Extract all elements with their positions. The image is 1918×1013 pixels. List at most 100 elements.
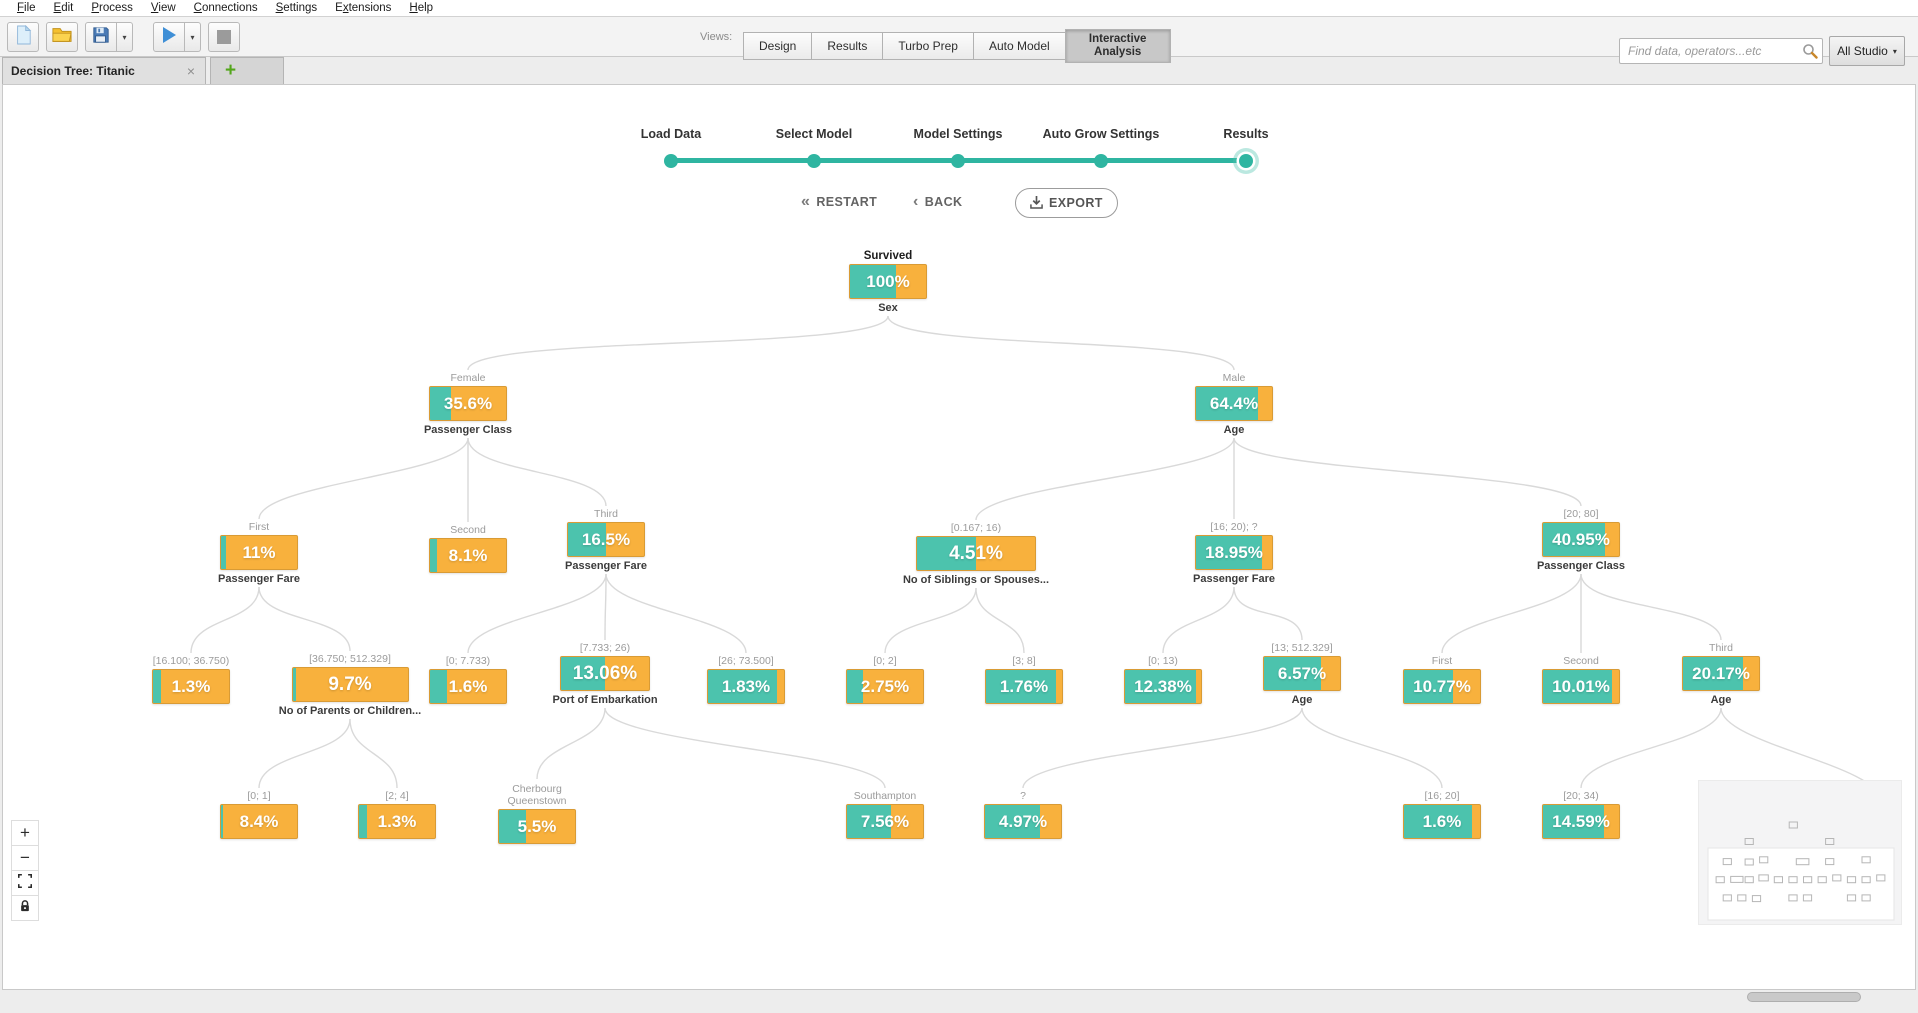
step-dot-model-settings[interactable] xyxy=(951,154,965,168)
step-dot-load-data[interactable] xyxy=(664,154,678,168)
node-split-fill xyxy=(1543,523,1606,556)
tree-node-a20_34[interactable]: [20; 34) 14.59% xyxy=(1542,790,1620,839)
open-process-button[interactable] xyxy=(46,22,78,52)
run-dropdown-button[interactable]: ▾ xyxy=(185,22,201,52)
tree-node-unknown[interactable]: ? 4.97% xyxy=(984,790,1062,839)
minimap-viewport[interactable] xyxy=(1707,847,1895,921)
restart-button[interactable]: « RESTART xyxy=(801,194,877,210)
tree-node-second_f[interactable]: Second 8.1% xyxy=(429,524,507,573)
node-box[interactable]: 1.3% xyxy=(358,804,436,839)
node-box[interactable]: 64.4% xyxy=(1195,386,1273,421)
new-process-button[interactable] xyxy=(7,22,39,52)
tree-node-sib0_2[interactable]: [0; 2] 2.75% xyxy=(846,655,924,704)
horizontal-scrollbar-thumb[interactable] xyxy=(1747,992,1861,1002)
tree-node-age_20_80[interactable]: [20; 80] 40.95% Passenger Class xyxy=(1537,508,1625,572)
tab-decision-tree-titanic[interactable]: Decision Tree: Titanic × xyxy=(2,57,206,84)
menu-item-file[interactable]: File xyxy=(17,2,36,14)
node-box[interactable]: 5.5% xyxy=(498,809,576,844)
back-button[interactable]: ‹ BACK xyxy=(913,194,962,210)
node-box[interactable]: 9.7% xyxy=(291,667,409,702)
tree-node-female[interactable]: Female 35.6% Passenger Class xyxy=(424,372,512,436)
tree-node-fare36_512[interactable]: [36.750; 512.329] 9.7% No of Parents or Ch… xyxy=(279,653,421,717)
node-box[interactable]: 8.4% xyxy=(220,804,298,839)
search-icon[interactable] xyxy=(1802,43,1818,59)
node-box[interactable]: 12.38% xyxy=(1124,669,1202,704)
node-box[interactable]: 100% xyxy=(849,264,927,299)
view-button-interactive-analysis[interactable]: Interactive Analysis xyxy=(1064,29,1171,63)
node-box[interactable]: 35.6% xyxy=(429,386,507,421)
node-box[interactable]: 8.1% xyxy=(429,538,507,573)
view-button-auto-model[interactable]: Auto Model xyxy=(972,32,1066,60)
menu-item-extensions[interactable]: Extensions xyxy=(335,2,392,14)
zoom-out-button[interactable]: − xyxy=(11,845,39,871)
export-button[interactable]: EXPORT xyxy=(1015,188,1118,218)
tree-node-southampton[interactable]: Southampton 7.56% xyxy=(846,790,924,839)
views-label: Views: xyxy=(700,31,733,43)
step-dot-select-model[interactable] xyxy=(807,154,821,168)
tree-node-fare7_26[interactable]: [7.733; 26) 13.06% Port of Embarkation xyxy=(552,642,657,706)
tree-node-first_f[interactable]: First 11% Passenger Fare xyxy=(218,521,300,585)
zoom-in-button[interactable]: + xyxy=(11,820,39,846)
menu-item-edit[interactable]: Edit xyxy=(53,2,74,14)
menu-item-process[interactable]: Process xyxy=(91,2,133,14)
tree-node-second_m[interactable]: Second 10.01% xyxy=(1542,655,1620,704)
node-box[interactable]: 2.75% xyxy=(846,669,924,704)
step-dot-results[interactable] xyxy=(1239,154,1253,168)
node-box[interactable]: 14.59% xyxy=(1542,804,1620,839)
tree-node-fare26_73[interactable]: [26; 73.500] 1.83% xyxy=(707,655,785,704)
save-dropdown-button[interactable]: ▾ xyxy=(117,22,133,52)
new-tab-button[interactable]: + xyxy=(210,57,284,84)
tree-node-fare16_36[interactable]: [16.100; 36.750) 1.3% xyxy=(152,655,230,704)
search-input[interactable] xyxy=(1619,38,1823,64)
node-box[interactable]: 10.01% xyxy=(1542,669,1620,704)
tree-node-third_m[interactable]: Third 20.17% Age xyxy=(1682,642,1760,706)
tree-node-sib3_8[interactable]: [3; 8] 1.76% xyxy=(985,655,1063,704)
search-scope-dropdown[interactable]: All Studio ▾ xyxy=(1829,36,1905,66)
tree-node-fare0_7[interactable]: [0; 7.733) 1.6% xyxy=(429,655,507,704)
menu-item-help[interactable]: Help xyxy=(409,2,434,14)
lock-view-button[interactable] xyxy=(11,895,39,921)
tree-node-age_16_20[interactable]: [16; 20); ? 18.95% Passenger Fare xyxy=(1193,521,1275,585)
node-box[interactable]: 18.95% xyxy=(1195,535,1273,570)
tree-node-pfare13_512[interactable]: [13; 512.329] 6.57% Age xyxy=(1263,642,1341,706)
tree-node-sib_0_16[interactable]: [0.167; 16) 4.51% No of Siblings or Spouse… xyxy=(903,522,1049,586)
stop-button[interactable] xyxy=(208,22,240,52)
close-icon[interactable]: × xyxy=(186,63,195,79)
run-button[interactable] xyxy=(153,22,185,52)
node-box[interactable]: 4.51% xyxy=(916,536,1036,571)
node-box[interactable]: 16.5% xyxy=(567,522,645,557)
node-attribute-label: Passenger Fare xyxy=(565,560,647,572)
menu-item-connections[interactable]: Connections xyxy=(193,2,258,14)
tree-node-a16_20[interactable]: [16; 20] 1.6% xyxy=(1403,790,1481,839)
node-box[interactable]: 1.76% xyxy=(985,669,1063,704)
tree-node-first_m[interactable]: First 10.77% xyxy=(1403,655,1481,704)
minimap[interactable] xyxy=(1698,780,1902,925)
node-box[interactable]: 7.56% xyxy=(846,804,924,839)
node-box[interactable]: 4.97% xyxy=(984,804,1062,839)
tree-node-par0_1[interactable]: [0; 1] 8.4% xyxy=(220,790,298,839)
node-box[interactable]: 40.95% xyxy=(1542,522,1620,557)
step-dot-auto-grow-settings[interactable] xyxy=(1094,154,1108,168)
tree-node-cher_queen[interactable]: Cherbourg Queenstown 5.5% xyxy=(498,783,576,844)
node-box[interactable]: 1.3% xyxy=(152,669,230,704)
tree-node-male[interactable]: Male 64.4% Age xyxy=(1195,372,1273,436)
node-box[interactable]: 1.6% xyxy=(429,669,507,704)
node-box[interactable]: 20.17% xyxy=(1682,656,1760,691)
tree-node-third_f[interactable]: Third 16.5% Passenger Fare xyxy=(565,508,647,572)
save-button[interactable] xyxy=(85,22,117,52)
node-box[interactable]: 11% xyxy=(220,535,298,570)
menu-item-view[interactable]: View xyxy=(150,2,176,14)
node-box[interactable]: 1.6% xyxy=(1403,804,1481,839)
node-box[interactable]: 1.83% xyxy=(707,669,785,704)
view-button-design[interactable]: Design xyxy=(743,32,813,60)
node-box[interactable]: 10.77% xyxy=(1403,669,1481,704)
fit-to-screen-button[interactable] xyxy=(11,870,39,896)
view-button-results[interactable]: Results xyxy=(811,32,884,60)
tree-node-pfare0_13[interactable]: [0; 13) 12.38% xyxy=(1124,655,1202,704)
view-button-turbo-prep[interactable]: Turbo Prep xyxy=(882,32,974,60)
menu-item-settings[interactable]: Settings xyxy=(275,2,318,14)
node-box[interactable]: 13.06% xyxy=(560,656,650,691)
tree-node-par2_4[interactable]: [2; 4] 1.3% xyxy=(358,790,436,839)
node-box[interactable]: 6.57% xyxy=(1263,656,1341,691)
tree-node-root[interactable]: Survived 100% Sex xyxy=(849,250,927,314)
